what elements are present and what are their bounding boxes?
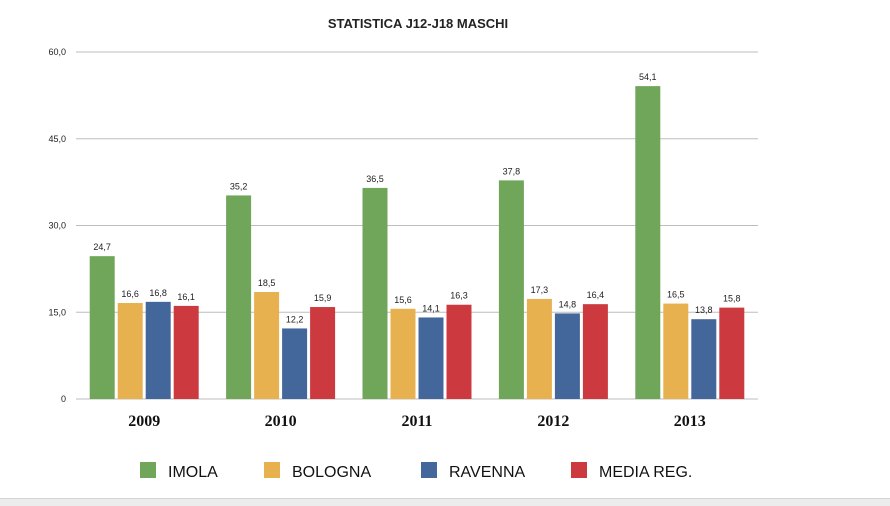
data-label: 16,5 <box>667 290 685 300</box>
data-label: 18,5 <box>258 278 276 288</box>
bar-media-reg-2011 <box>446 304 472 399</box>
bottom-scrollbar[interactable] <box>0 498 890 506</box>
bar-ravenna-2009 <box>145 301 171 399</box>
bar-ravenna-2013 <box>691 319 717 399</box>
legend-swatch <box>421 462 437 478</box>
data-label: 14,1 <box>422 303 440 313</box>
bar-media-reg-2012 <box>582 304 608 399</box>
y-tick-label: 15,0 <box>48 307 66 317</box>
bar-imola-2013 <box>635 86 661 399</box>
category-labels-layer: 2009 2010 2011 2012 2013 <box>128 413 706 430</box>
y-tick-label: 45,0 <box>48 134 66 144</box>
x-category-label: 2013 <box>674 413 706 430</box>
data-labels-layer: 24,7 16,6 16,8 16,1 35,2 18,5 12,2 15,9 36,5 15,6… <box>93 72 740 324</box>
x-category-label: 2011 <box>401 413 432 430</box>
legend-label: RAVENNA <box>449 464 525 481</box>
data-label: 24,7 <box>93 242 111 252</box>
legend-swatch <box>140 462 156 478</box>
bar-imola-2010 <box>226 195 252 399</box>
y-tick-label: 0 <box>61 394 66 404</box>
bar-media-reg-2009 <box>173 305 199 399</box>
bar-imola-2011 <box>362 187 388 399</box>
legend: IMOLA BOLOGNA RAVENNA MEDIA REG. <box>140 462 692 481</box>
bar-bologna-2013 <box>663 303 689 399</box>
y-tick-label: 30,0 <box>48 221 66 231</box>
data-label: 54,1 <box>639 72 657 82</box>
data-label: 17,3 <box>531 285 549 295</box>
bar-bologna-2011 <box>390 308 416 399</box>
data-label: 15,9 <box>314 293 332 303</box>
bar-bologna-2009 <box>117 302 143 399</box>
y-tick-label: 60,0 <box>48 47 66 57</box>
data-label: 15,8 <box>723 294 741 304</box>
data-label: 16,3 <box>450 291 468 301</box>
x-category-label: 2009 <box>128 413 160 430</box>
x-category-label: 2012 <box>537 413 569 430</box>
data-label: 16,6 <box>121 289 139 299</box>
data-label: 16,8 <box>149 288 167 298</box>
legend-swatch <box>571 462 587 478</box>
bar-imola-2012 <box>498 180 524 399</box>
bars-layer <box>89 86 745 399</box>
bar-ravenna-2011 <box>418 317 444 399</box>
data-label: 36,5 <box>366 174 384 184</box>
data-label: 16,4 <box>587 290 605 300</box>
legend-label: IMOLA <box>168 464 218 481</box>
legend-label: BOLOGNA <box>292 464 371 481</box>
bar-ravenna-2010 <box>282 328 308 399</box>
bar-bologna-2010 <box>254 292 280 399</box>
data-label: 14,8 <box>559 299 577 309</box>
data-label: 12,2 <box>286 314 304 324</box>
bar-media-reg-2013 <box>719 307 745 399</box>
legend-label: MEDIA REG. <box>599 464 692 481</box>
chart-title: STATISTICA J12-J18 MASCHI <box>328 16 508 31</box>
data-label: 35,2 <box>230 181 248 191</box>
data-label: 15,6 <box>394 295 412 305</box>
bar-imola-2009 <box>89 256 115 399</box>
bar-bologna-2012 <box>526 298 552 399</box>
x-category-label: 2010 <box>265 413 297 430</box>
data-label: 16,1 <box>177 292 195 302</box>
data-label: 37,8 <box>503 166 521 176</box>
bar-media-reg-2010 <box>310 307 336 399</box>
bar-ravenna-2012 <box>554 313 580 399</box>
legend-swatch <box>264 462 280 478</box>
data-label: 13,8 <box>695 305 713 315</box>
